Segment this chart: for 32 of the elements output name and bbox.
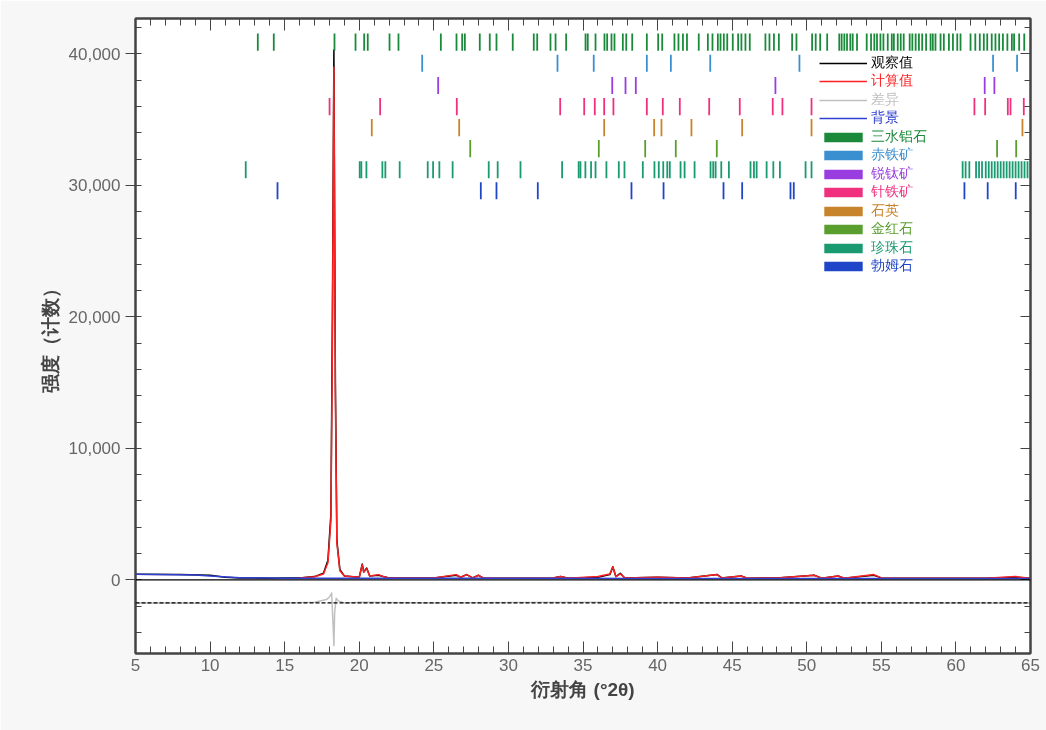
legend-label: 锐钛矿 (871, 164, 913, 183)
legend-label: 计算值 (871, 72, 913, 90)
legend-label: 观察值 (871, 53, 913, 72)
x-tick-label: 40 (648, 655, 668, 675)
x-tick-label: 25 (424, 655, 444, 675)
legend-label: 赤铁矿 (871, 146, 913, 164)
legend-label: 针铁矿 (871, 183, 913, 201)
x-tick-label: 5 (130, 655, 141, 675)
x-tick-label: 65 (1021, 655, 1040, 675)
y-axis-title: 强度（计数） (39, 279, 61, 393)
legend-label: 勃姆石 (871, 257, 913, 275)
legend-label: 差异 (871, 90, 899, 109)
x-tick-label: 30 (498, 655, 518, 675)
y-tick-label: 20,000 (68, 307, 121, 327)
x-tick-label: 15 (275, 655, 295, 675)
legend-label: 金红石 (871, 220, 913, 238)
y-tick-label: 10,000 (68, 439, 121, 459)
x-tick-label: 55 (871, 655, 891, 675)
x-tick-label: 20 (349, 655, 369, 675)
y-tick-label: 0 (111, 570, 121, 590)
legend-label: 背景 (871, 109, 899, 127)
legend-label: 珍珠石 (871, 238, 913, 257)
legend-label: 三水铝石 (871, 127, 927, 146)
x-tick-label: 35 (573, 655, 593, 675)
x-tick-label: 10 (200, 655, 220, 675)
x-axis-title: 衍射角 (°2θ) (530, 678, 635, 700)
x-tick-label: 45 (722, 655, 742, 675)
y-tick-label: 40,000 (68, 45, 121, 64)
x-tick-label: 50 (797, 655, 817, 675)
x-tick-label: 60 (946, 655, 966, 675)
legend-label: 石英 (871, 201, 899, 220)
y-tick-label: 30,000 (68, 176, 121, 196)
